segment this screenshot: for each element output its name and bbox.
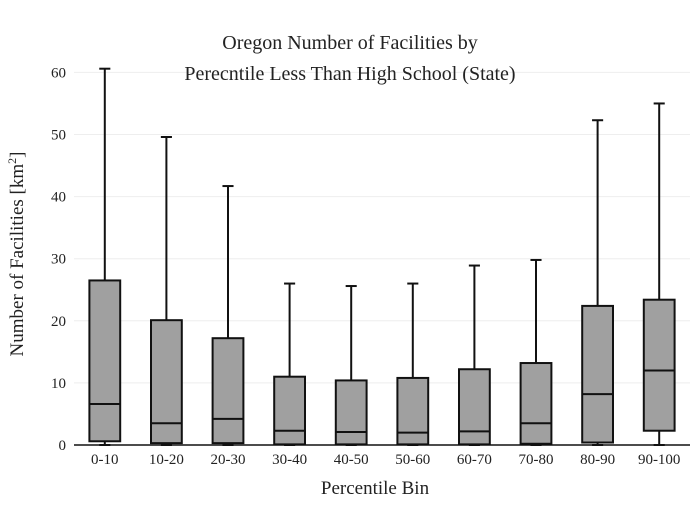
box-body-70-80 (519, 362, 553, 445)
box-60-70 (458, 264, 491, 446)
y-axis-title-text: Number of Facilities [km (7, 164, 28, 357)
box-body-80-90 (581, 304, 615, 444)
box-body-60-70 (458, 368, 491, 446)
box-90-100 (642, 102, 676, 446)
box-70-80 (519, 258, 553, 446)
box-30-40 (273, 282, 307, 446)
box-body-40-50 (334, 379, 368, 446)
x-tick-label-70-80: 70-80 (519, 452, 554, 468)
boxes (88, 67, 676, 446)
box-20-30 (211, 185, 245, 446)
x-tick-label-80-90: 80-90 (580, 452, 615, 468)
x-tick-label-90-100: 90-100 (638, 452, 681, 468)
box-50-60 (396, 282, 430, 446)
chart-title-line-2: Perecntile Less Than High School (State) (184, 63, 515, 85)
y-axis-title: Number of Facilities [km2] (5, 152, 28, 357)
box-body-30-40 (273, 375, 307, 446)
box-40-50 (334, 285, 368, 446)
x-tick-label-20-30: 20-30 (211, 452, 246, 468)
box-80-90 (581, 119, 615, 446)
x-tick-label-60-70: 60-70 (457, 452, 492, 468)
y-tick-label-50: 50 (51, 128, 66, 144)
x-tick-label-0-10: 0-10 (91, 452, 119, 468)
y-tick-label-60: 60 (51, 65, 66, 81)
y-tick-label-40: 40 (51, 190, 66, 206)
y-tick-label-0: 0 (59, 438, 67, 454)
box-body-20-30 (211, 337, 245, 445)
box-0-10 (88, 67, 122, 446)
box-body-50-60 (396, 376, 430, 446)
x-axis-title: Percentile Bin (321, 478, 430, 499)
box-body-10-20 (150, 319, 183, 445)
x-tick-label-50-60: 50-60 (395, 452, 430, 468)
y-axis-title-close: ] (7, 152, 28, 158)
y-tick-label-20: 20 (51, 314, 66, 330)
box-body-0-10 (88, 279, 122, 443)
box-10-20 (150, 136, 183, 446)
y-tick-label-10: 10 (51, 376, 66, 392)
x-tick-label-10-20: 10-20 (149, 452, 184, 468)
x-tick-label-40-50: 40-50 (334, 452, 369, 468)
chart-title-line-1: Oregon Number of Facilities by (222, 32, 478, 54)
x-tick-label-30-40: 30-40 (272, 452, 307, 468)
box-body-90-100 (642, 298, 676, 432)
y-tick-label-30: 30 (51, 252, 66, 268)
y-axis-title-superscript: 2 (5, 158, 19, 164)
axes: 0 10 20 30 40 50 60 0-10 10-20 20-30 30-40 40-50 50-… (51, 65, 690, 468)
